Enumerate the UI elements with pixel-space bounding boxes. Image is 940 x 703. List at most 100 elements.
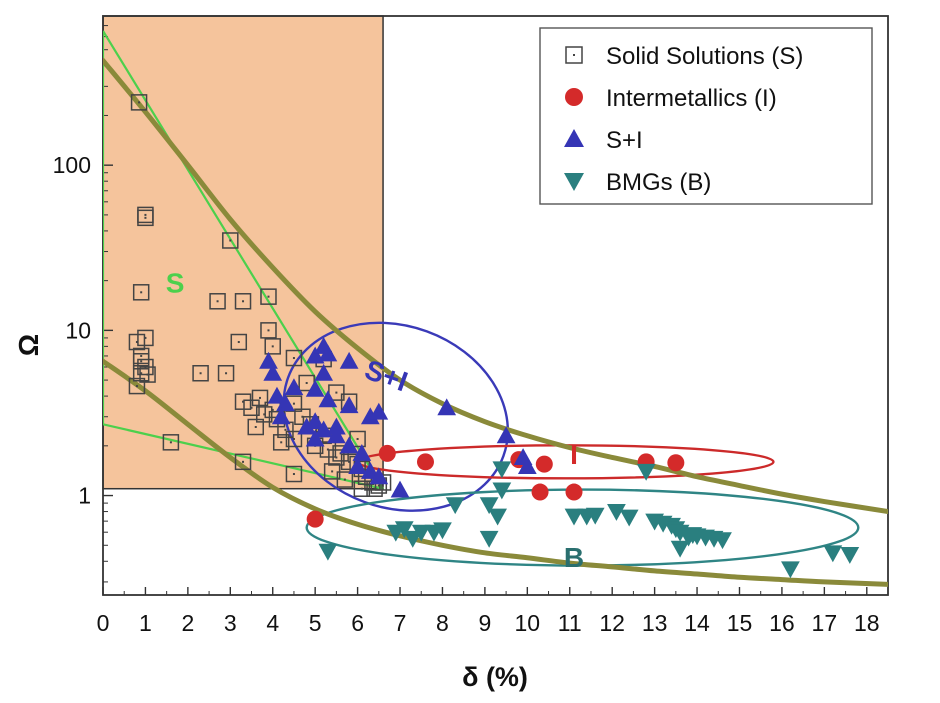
si-point [305, 379, 325, 397]
solid-solution-point-center [225, 372, 228, 375]
solid-solution-point-center [335, 456, 338, 459]
intermetallic-point [306, 510, 324, 528]
solid-solution-point-center [140, 291, 143, 294]
legend-box [539, 27, 873, 205]
x-tick-label: 12 [599, 610, 625, 636]
intermetallic-point [378, 444, 396, 462]
solid-solution-point-center [242, 300, 245, 303]
si-point [276, 394, 295, 412]
si-point [437, 398, 457, 416]
intermetallic-point [565, 483, 583, 501]
solid-solution-point-center [343, 478, 346, 481]
si-point [339, 351, 359, 369]
legend-entry: Solid Solutions (S) [606, 43, 803, 70]
solid-solution-point [243, 399, 260, 417]
solid-solution-point-center [242, 460, 245, 463]
lower-boundary-curve [103, 358, 888, 587]
bmg-point [479, 497, 499, 515]
solid-solution-point [222, 232, 239, 249]
si-point [360, 407, 380, 425]
region-label: S [166, 267, 185, 298]
upper-boundary-curve [103, 58, 888, 515]
green-boundary-line [103, 30, 384, 490]
bmg-point [403, 530, 423, 548]
solid-solution-point-center [216, 300, 219, 303]
x-tick-label: 2 [181, 610, 194, 636]
legend-marker [564, 173, 584, 191]
solid-solution-point [137, 209, 154, 227]
solid-solution-point-center [292, 357, 295, 360]
x-tick-label: 1 [139, 610, 152, 636]
solid-solution-point-center [242, 400, 245, 403]
x-tick-label: 4 [266, 610, 279, 636]
legend-marker [564, 129, 584, 147]
solid-solution-point [353, 480, 371, 497]
solid-solution-point-center [331, 470, 334, 473]
solid-solution-point-center [377, 484, 380, 487]
si-point [369, 467, 389, 485]
solid-solution-point-center [292, 437, 295, 440]
solid-solution-point-center [284, 428, 287, 431]
solid-solution-point-center [146, 373, 149, 376]
solid-solution-point [251, 389, 269, 407]
si-point [318, 344, 338, 362]
x-tick-label: 14 [684, 610, 710, 636]
legend-entry: Intermetallics (I) [606, 85, 777, 112]
bmg-point [607, 504, 626, 521]
bmg-point [411, 524, 431, 542]
solid-solution-point [260, 322, 277, 339]
si-point [284, 378, 304, 396]
legend-marker [565, 88, 583, 106]
bmg-point [445, 497, 465, 515]
solid-solution-point-center [267, 329, 270, 332]
bmg-point [492, 482, 512, 500]
intermetallic-point [667, 454, 685, 472]
si-point [327, 417, 346, 435]
solid-solution-point-center [360, 487, 363, 490]
solid-solution-point-center [140, 360, 143, 363]
x-tick-label: 7 [394, 610, 407, 636]
solid-solution-point [234, 393, 252, 410]
solid-solution-point-center [305, 382, 308, 385]
solid-solution-point-center [135, 341, 138, 344]
si-point [259, 351, 278, 369]
solid-solution-point [234, 453, 252, 471]
solid-solution-point [132, 284, 150, 301]
x-tick-label: 0 [97, 610, 110, 636]
y-tick-label: 1 [78, 483, 91, 509]
solid-solution-point [128, 333, 146, 351]
si-point [327, 426, 346, 444]
x-tick-label: 11 [558, 610, 582, 636]
si-point [267, 386, 287, 404]
solid-solution-point-center [373, 487, 376, 490]
region-label: I [570, 439, 578, 470]
intermetallic-point [531, 483, 549, 501]
legend-entry: BMGs (B) [606, 169, 711, 196]
legend: Solid Solutions (S) Intermetallics (I) S+I… [539, 27, 873, 205]
solid-solution-point-center [237, 341, 240, 344]
region-layer [102, 15, 384, 490]
solid-solution-point-center [263, 413, 266, 416]
si-point [297, 417, 317, 435]
solid-solution-point-center [140, 354, 143, 357]
x-tick-label: 15 [727, 610, 753, 636]
green-boundary-line [103, 423, 384, 490]
intermetallic-point [416, 453, 434, 471]
solid-solution-point [285, 349, 303, 367]
solid-solution-point-center [271, 408, 274, 411]
solid-solution-point-center [254, 426, 257, 429]
bmg-point [492, 461, 512, 479]
solid-solution-point-center [250, 406, 253, 409]
bmg-point [713, 532, 732, 550]
x-tick-label: 17 [812, 610, 838, 636]
solid-solution-point-center [356, 437, 359, 440]
si-point [348, 457, 367, 474]
solid-solution-point [128, 377, 146, 395]
bmg-point [585, 507, 605, 525]
bmg-point [433, 522, 452, 540]
solid-solution-point-center [292, 402, 295, 405]
solid-solution-point [192, 365, 209, 382]
x-tick-label: 6 [351, 610, 364, 636]
solid-solution-point [132, 353, 150, 370]
